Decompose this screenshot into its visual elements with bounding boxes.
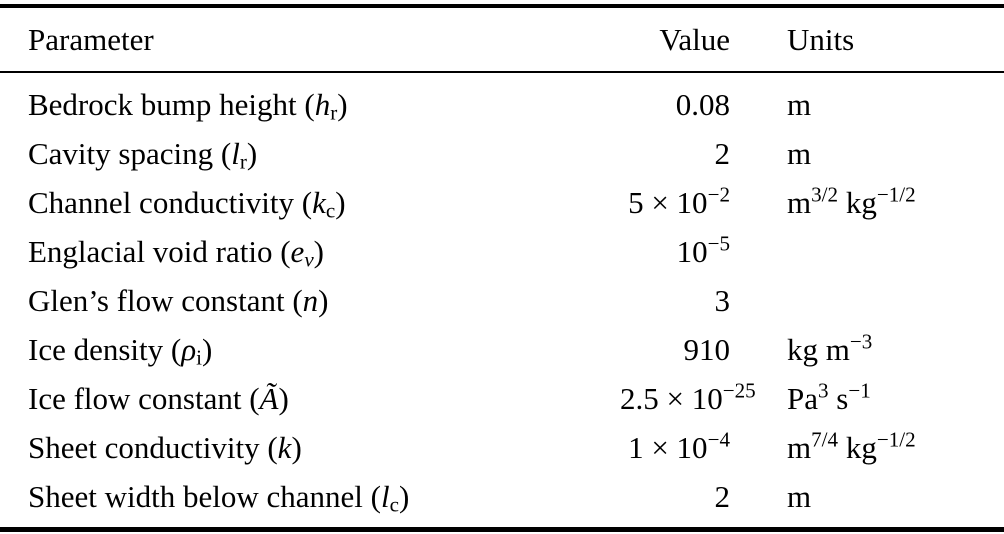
- units-cell: m: [787, 478, 812, 514]
- units-cell: [730, 227, 1004, 276]
- table-row: Sheet conductivity (k) 1 × 10−4 m7/4 kg−…: [0, 423, 1004, 472]
- parameter-cell: Channel conductivity (kc): [28, 184, 346, 223]
- parameter-cell: Sheet width below channel (lc): [28, 478, 410, 517]
- units-cell: [730, 276, 1004, 325]
- value-cell: 3: [714, 282, 731, 318]
- table-row: Bedrock bump height (hr) 0.08 m: [0, 72, 1004, 129]
- table-row: Ice flow constant (Ã) 2.5 × 10−25 Pa3 s−…: [0, 374, 1004, 423]
- column-header-value: Value: [620, 6, 730, 73]
- table-row: Glen’s flow constant (n) 3: [0, 276, 1004, 325]
- parameter-cell: Ice density (ρi): [28, 331, 213, 370]
- value-cell: 2: [714, 135, 731, 171]
- parameter-cell: Sheet conductivity (k): [28, 429, 302, 465]
- table-row: Cavity spacing (lr) 2 m: [0, 129, 1004, 178]
- table-row: Channel conductivity (kc) 5 × 10−2 m3/2 …: [0, 178, 1004, 227]
- parameter-cell: Cavity spacing (lr): [28, 135, 258, 174]
- units-cell: m: [787, 135, 812, 171]
- table-row: Sheet width below channel (lc) 2 m: [0, 472, 1004, 530]
- parameters-table: Parameter Value Units Bedrock bump heigh…: [0, 4, 1004, 532]
- parameter-cell: Ice flow constant (Ã): [28, 380, 289, 416]
- header-row: Parameter Value Units: [0, 6, 1004, 73]
- units-cell: m: [787, 86, 812, 122]
- units-cell: m3/2 kg−1/2: [787, 181, 916, 220]
- value-cell: 910: [683, 331, 731, 367]
- value-cell: 2: [714, 478, 731, 514]
- table-row: Ice density (ρi) 910 kg m−3: [0, 325, 1004, 374]
- column-header-units: Units: [730, 6, 1004, 73]
- column-header-parameter: Parameter: [0, 6, 620, 73]
- parameter-cell: Glen’s flow constant (n): [28, 282, 329, 318]
- value-cell: 10−5: [676, 230, 730, 269]
- units-cell: Pa3 s−1: [787, 377, 871, 416]
- value-cell: 0.08: [675, 86, 730, 122]
- table-header: Parameter Value Units: [0, 6, 1004, 73]
- units-cell: m7/4 kg−1/2: [787, 426, 916, 465]
- value-cell: 5 × 10−2: [628, 181, 730, 220]
- units-cell: kg m−3: [787, 328, 873, 367]
- value-cell: 2.5 × 10−25: [620, 377, 756, 416]
- table-body: Bedrock bump height (hr) 0.08 m Cavity s…: [0, 72, 1004, 530]
- parameter-cell: Englacial void ratio (eν): [28, 233, 324, 272]
- value-cell: 1 × 10−4: [628, 426, 730, 465]
- parameter-cell: Bedrock bump height (hr): [28, 86, 348, 125]
- table-row: Englacial void ratio (eν) 10−5: [0, 227, 1004, 276]
